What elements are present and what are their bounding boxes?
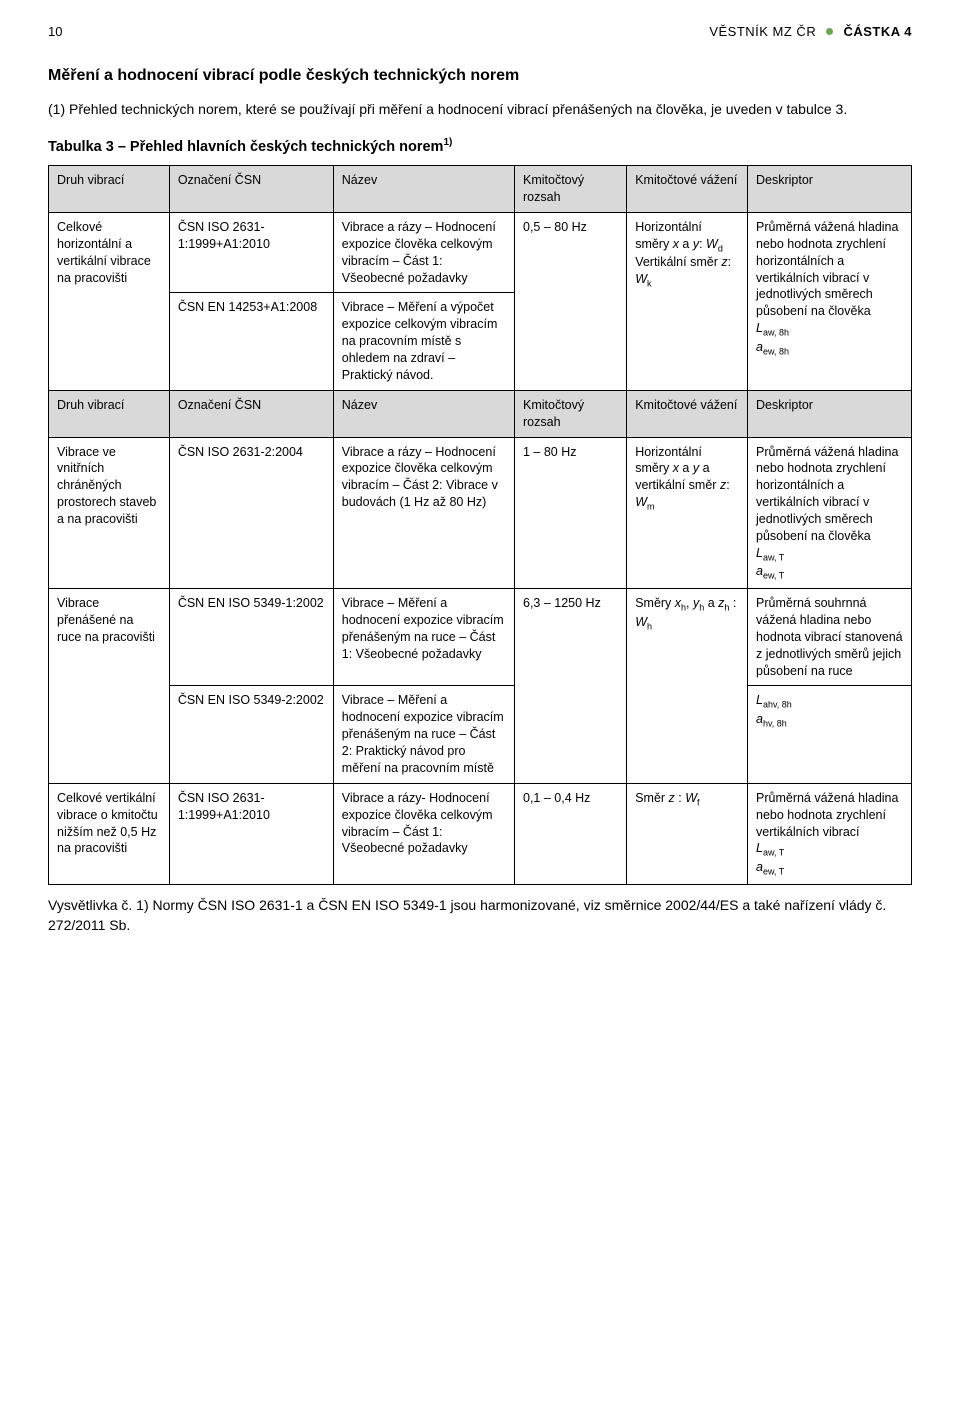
th-deskriptor: Deskriptor [748,166,912,213]
cell-rozsah: 0,5 – 80 Hz [515,212,627,390]
cell-druh: Celkové vertikální vibrace o kmitočtu ni… [49,783,170,884]
cell-oznaceni: ČSN ISO 2631-1:1999+A1:2010 [169,783,333,884]
cell-druh: Vibrace ve vnitřních chráněných prostore… [49,437,170,589]
separator-dot [826,28,833,35]
cell-nazev: Vibrace – Měření a výpočet expozice celk… [333,293,514,390]
footnote: Vysvětlivka č. 1) Normy ČSN ISO 2631-1 a… [48,895,912,936]
cell-rozsah: 1 – 80 Hz [515,437,627,589]
table-header-row: Druh vibrací Označení ČSN Název Kmitočto… [49,166,912,213]
cell-druh: Celkové horizontální a vertikální vibrac… [49,212,170,390]
cell-nazev: Vibrace – Měření a hodnocení expozice vi… [333,589,514,686]
cell-oznaceni: ČSN EN ISO 5349-1:2002 [169,589,333,686]
cell-desk: Průměrná vážená hladina nebo hodnota zry… [748,212,912,390]
cell-vazeni: Horizontální směry x a y: WdVertikální s… [627,212,748,390]
section-title: Měření a hodnocení vibrací podle českých… [48,67,912,85]
th-nazev: Název [333,390,514,437]
th-druh: Druh vibrací [49,390,170,437]
th-vazeni: Kmitočtové vážení [627,390,748,437]
journal-title: VĚSTNÍK MZ ČR ČÁSTKA 4 [709,24,912,39]
cell-desk: Průměrná souhrnná vážená hladina nebo ho… [748,589,912,686]
cell-oznaceni: ČSN ISO 2631-2:2004 [169,437,333,589]
cell-nazev: Vibrace – Měření a hodnocení expozice vi… [333,686,514,783]
table-row: ČSN EN ISO 5349-2:2002 Vibrace – Měření … [49,686,912,783]
th-vazeni: Kmitočtové vážení [627,166,748,213]
cell-rozsah: 0,1 – 0,4 Hz [515,783,627,884]
th-oznaceni: Označení ČSN [169,166,333,213]
cell-vazeni: Horizontální směry x a y a vertikální sm… [627,437,748,589]
table-title-sup: 1) [443,137,452,148]
cell-oznaceni: ČSN EN 14253+A1:2008 [169,293,333,390]
cell-nazev: Vibrace a rázy – Hodnocení expozice člov… [333,437,514,589]
page-header: 10 VĚSTNÍK MZ ČR ČÁSTKA 4 [48,24,912,39]
intro-paragraph: (1) Přehled technických norem, které se … [48,99,912,119]
table-row: Vibrace ve vnitřních chráněných prostore… [49,437,912,589]
table-header-row: Druh vibrací Označení ČSN Název Kmitočto… [49,390,912,437]
th-rozsah: Kmitočtový rozsah [515,390,627,437]
cell-vazeni: Směry xh, yh a zh : Wh [627,589,748,784]
cell-nazev: Vibrace a rázy- Hodnocení expozice člově… [333,783,514,884]
cell-oznaceni: ČSN EN ISO 5349-2:2002 [169,686,333,783]
cell-vazeni: Směr z : Wf [627,783,748,884]
cell-desk: Průměrná vážená hladina nebo hodnota zry… [748,437,912,589]
cell-nazev: Vibrace a rázy – Hodnocení expozice člov… [333,212,514,293]
cell-desk: Průměrná vážená hladina nebo hodnota zry… [748,783,912,884]
cell-druh: Vibrace přenášené na ruce na pracovišti [49,589,170,784]
table-row: Celkové vertikální vibrace o kmitočtu ni… [49,783,912,884]
cell-desk: Lahv, 8hahv, 8h [748,686,912,783]
cell-oznaceni: ČSN ISO 2631-1:1999+A1:2010 [169,212,333,293]
page-number: 10 [48,24,62,39]
journal-name: VĚSTNÍK MZ ČR [709,24,816,39]
th-oznaceni: Označení ČSN [169,390,333,437]
norms-table: Druh vibrací Označení ČSN Název Kmitočto… [48,165,912,885]
table-row: Vibrace přenášené na ruce na pracovišti … [49,589,912,686]
th-rozsah: Kmitočtový rozsah [515,166,627,213]
th-druh: Druh vibrací [49,166,170,213]
th-nazev: Název [333,166,514,213]
th-deskriptor: Deskriptor [748,390,912,437]
table-title-text: Tabulka 3 – Přehled hlavních českých tec… [48,139,443,155]
table-row: Celkové horizontální a vertikální vibrac… [49,212,912,293]
table-title: Tabulka 3 – Přehled hlavních českých tec… [48,137,912,155]
cell-rozsah: 6,3 – 1250 Hz [515,589,627,784]
issue-label: ČÁSTKA 4 [843,24,912,39]
